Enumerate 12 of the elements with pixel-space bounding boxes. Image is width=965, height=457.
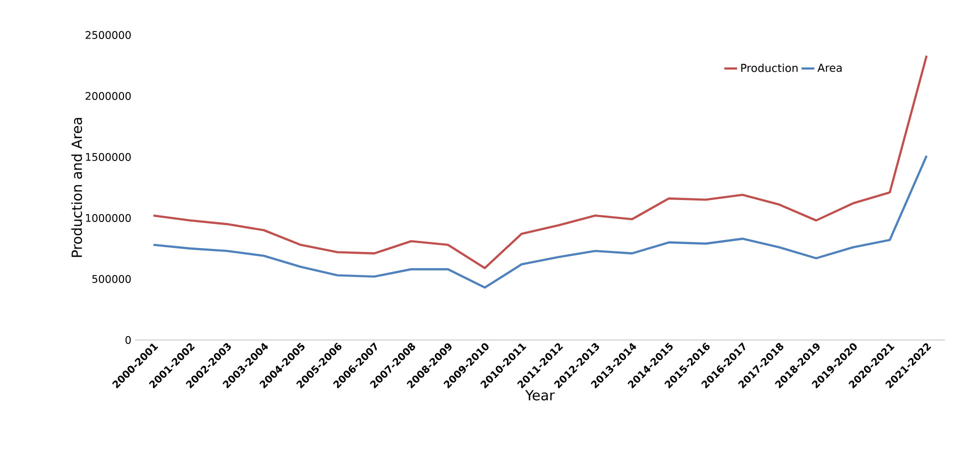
y-tick-label: 2500000 [86, 31, 131, 39]
line-series [152, 54, 928, 270]
line-series [152, 154, 928, 289]
y-tick-label: 2000000 [86, 92, 131, 100]
y-tick-label: 1000000 [86, 214, 131, 222]
legend-label: Production [741, 64, 798, 72]
x-axis-title: Year [525, 390, 555, 400]
legend-label: Area [817, 64, 842, 72]
y-tick-label: 0 [126, 336, 131, 344]
y-axis-title: Production and Area [71, 118, 82, 257]
y-tick-label: 1500000 [86, 153, 131, 161]
y-tick-label: 500000 [92, 275, 131, 283]
